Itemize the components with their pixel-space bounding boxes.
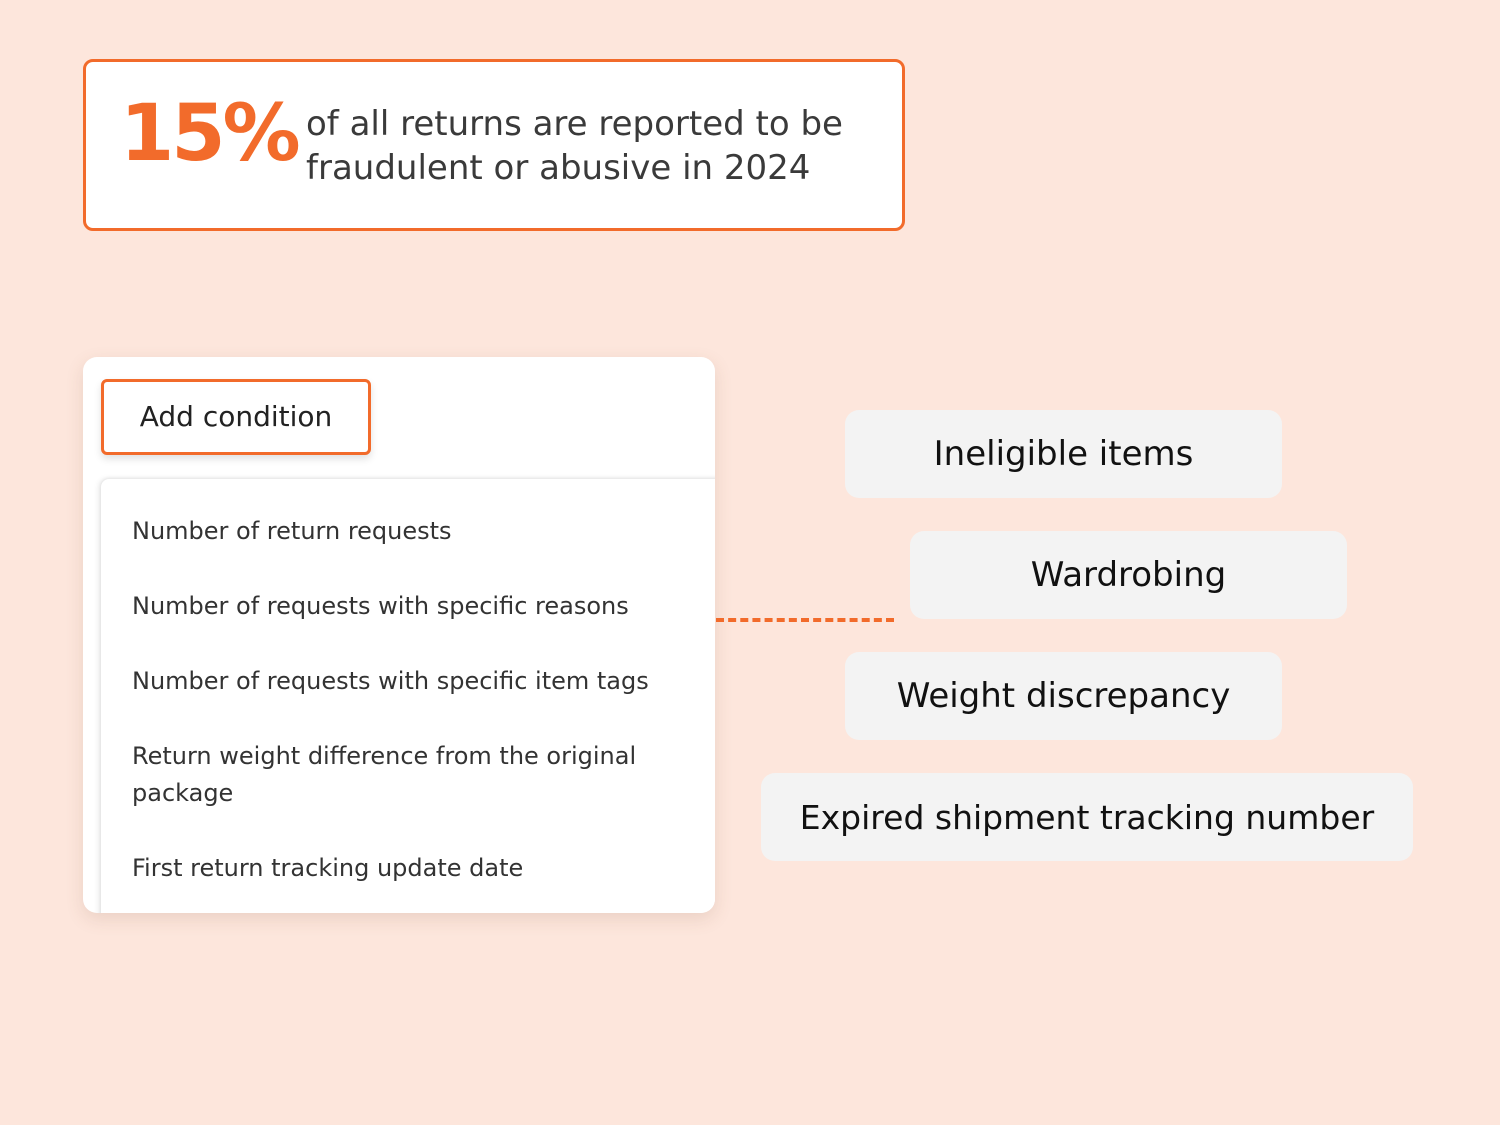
condition-dropdown-menu: Number of return requests Number of requ… bbox=[101, 479, 715, 913]
stat-description: of all returns are reported to be fraudu… bbox=[306, 104, 843, 188]
tag-ineligible-items: Ineligible items bbox=[845, 410, 1282, 498]
add-condition-button[interactable]: Add condition bbox=[101, 379, 371, 455]
menu-item-first-return-tracking-update[interactable]: First return tracking update date bbox=[132, 854, 524, 882]
tag-wardrobing: Wardrobing bbox=[910, 531, 1347, 619]
menu-item-requests-specific-reasons[interactable]: Number of requests with specific reasons bbox=[132, 592, 629, 620]
stat-value: 15% bbox=[120, 89, 301, 179]
dotted-connector bbox=[716, 618, 894, 622]
menu-item-requests-specific-item-tags[interactable]: Number of requests with specific item ta… bbox=[132, 667, 649, 695]
tag-weight-discrepancy: Weight discrepancy bbox=[845, 652, 1282, 740]
stat-card: 15% of all returns are reported to be fr… bbox=[83, 59, 905, 231]
menu-item-return-weight-difference[interactable]: Return weight difference from the origin… bbox=[132, 742, 637, 807]
menu-item-number-of-return-requests[interactable]: Number of return requests bbox=[132, 517, 452, 545]
tag-expired-shipment-tracking: Expired shipment tracking number bbox=[761, 773, 1413, 861]
condition-panel: Add condition Number of return requests … bbox=[83, 357, 715, 913]
